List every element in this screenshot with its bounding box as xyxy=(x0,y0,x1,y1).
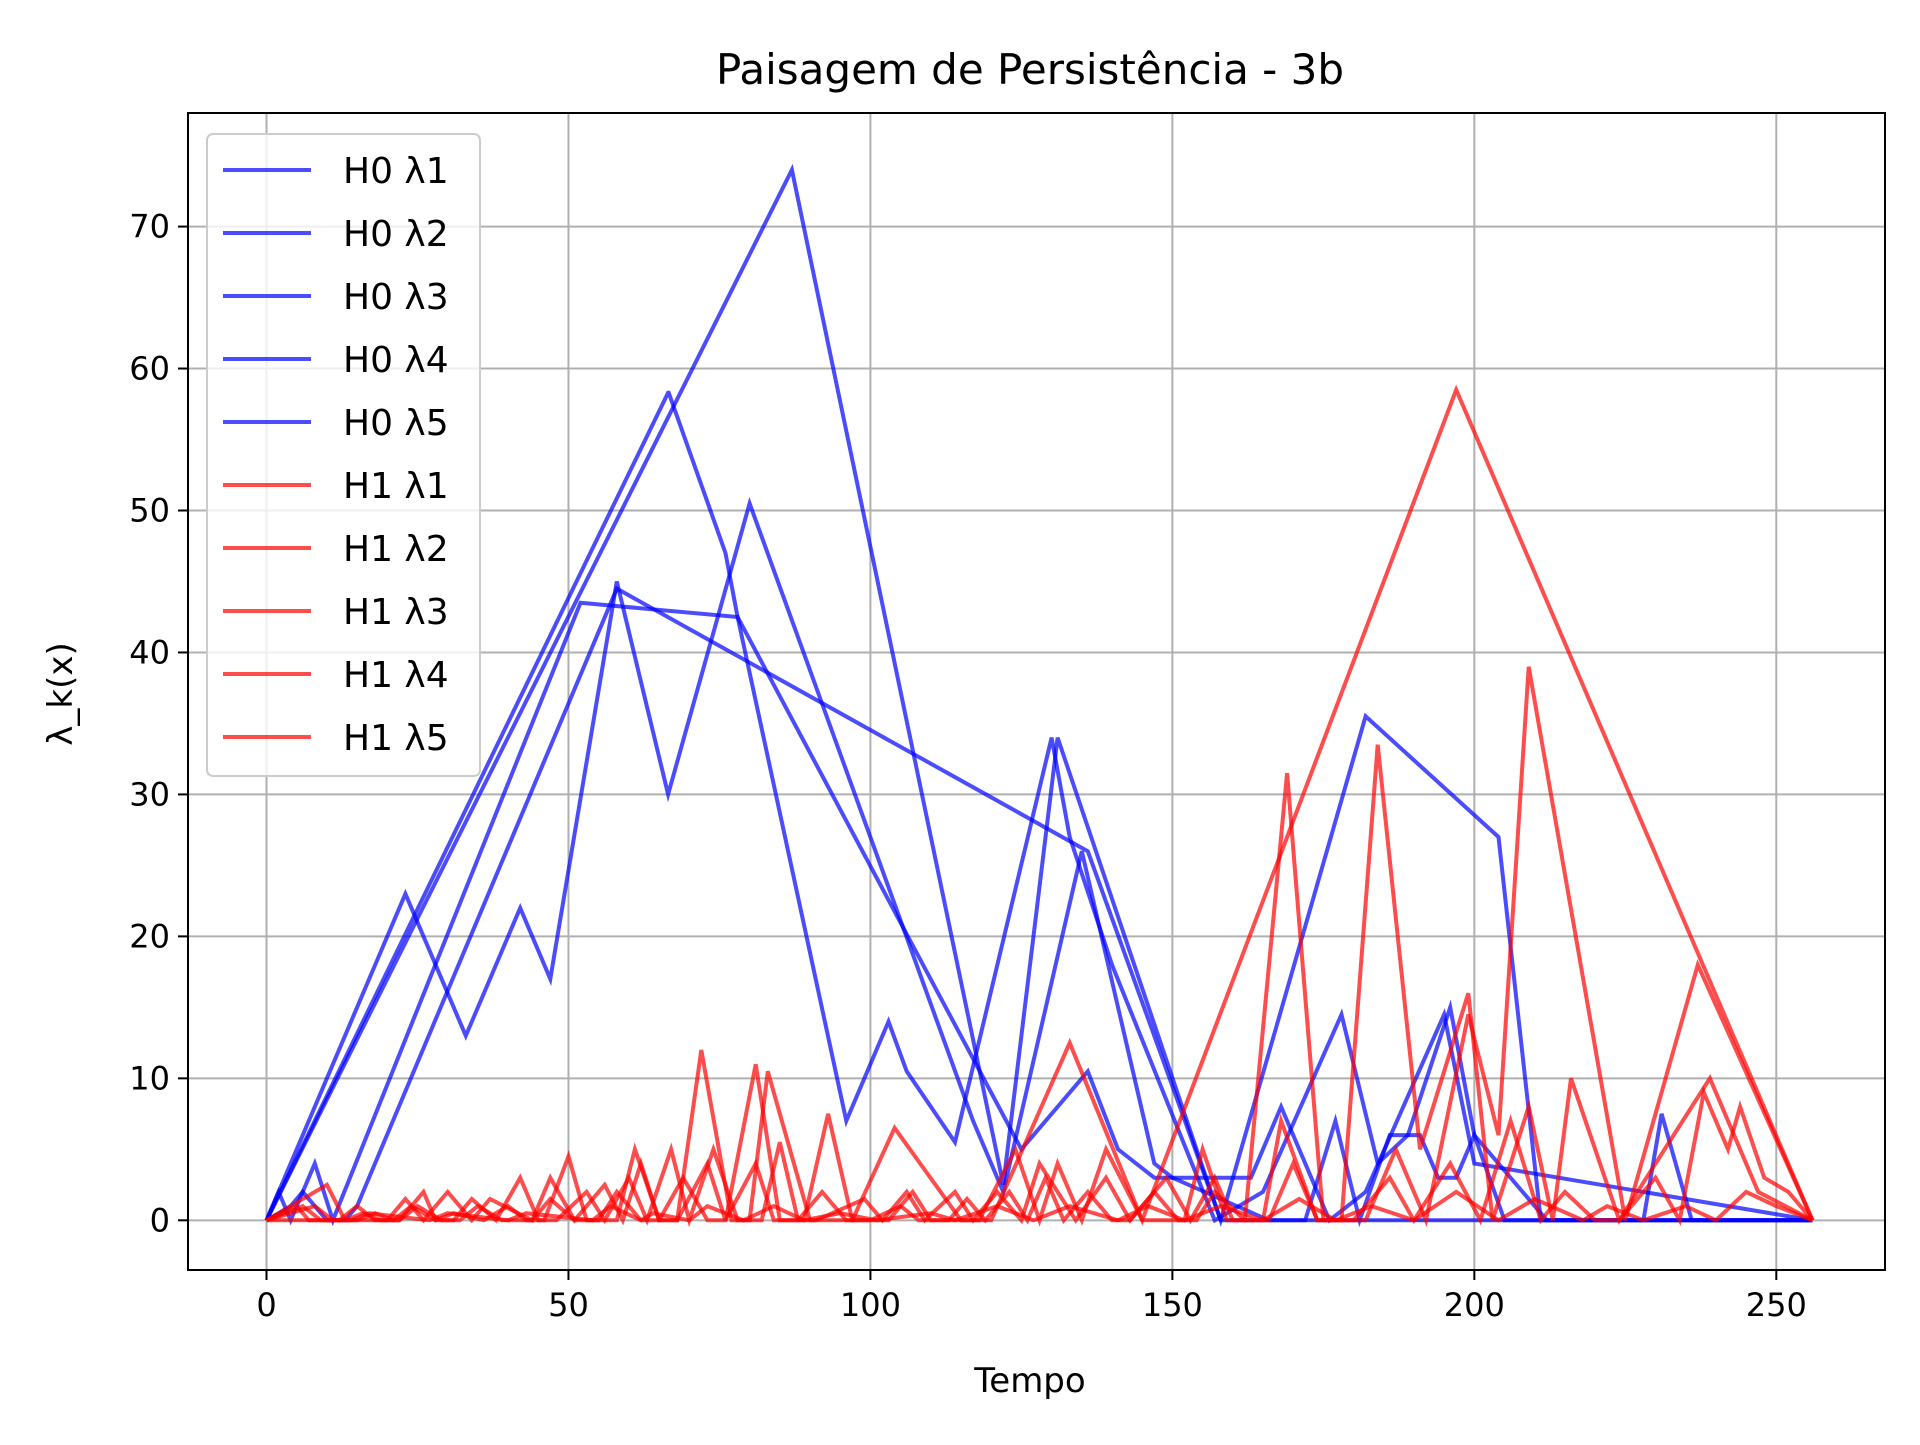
legend-label: H1 λ4 xyxy=(343,655,449,696)
y-axis-label: λ_k(x) xyxy=(41,642,81,745)
x-tick-label: 150 xyxy=(1142,1286,1203,1324)
legend-label: H0 λ2 xyxy=(343,214,449,255)
x-tick-label: 0 xyxy=(256,1286,276,1324)
y-tick-label: 20 xyxy=(129,917,170,955)
legend-label: H0 λ1 xyxy=(343,151,449,192)
legend-label: H1 λ5 xyxy=(343,718,449,759)
series-layer xyxy=(264,163,1815,1228)
y-tick-label: 50 xyxy=(129,491,170,529)
x-tick-label: 50 xyxy=(548,1286,589,1324)
x-axis-label: Tempo xyxy=(973,1361,1085,1401)
y-tick-label: 40 xyxy=(129,633,170,671)
legend-label: H0 λ3 xyxy=(343,277,449,318)
series-line-h1-λ5 xyxy=(266,1189,1814,1223)
y-tick-label: 70 xyxy=(129,208,170,246)
series-line-h0-λ4 xyxy=(264,600,1813,1227)
legend-label: H1 λ3 xyxy=(343,592,449,633)
legend-label: H1 λ2 xyxy=(343,529,449,570)
legend-label: H0 λ5 xyxy=(343,403,449,444)
y-tick-label: 60 xyxy=(129,350,170,388)
y-tick-label: 30 xyxy=(129,775,170,813)
x-tick-label: 200 xyxy=(1444,1286,1505,1324)
y-axis-ticks: 0 10 20 30 40 50 60 70 xyxy=(129,208,188,1239)
series-line-h1-λ3 xyxy=(265,744,1814,1228)
x-tick-label: 100 xyxy=(840,1286,901,1324)
plot-frame xyxy=(187,112,1886,1271)
y-tick-label: 10 xyxy=(129,1059,170,1097)
x-axis-ticks: 0 50 100 150 200 250 xyxy=(256,1270,1807,1324)
x-tick-label: 250 xyxy=(1746,1286,1807,1324)
legend: H0 λ1 H0 λ2 H0 λ3 H0 λ4 H0 λ5 H1 λ1 H1 λ2 H1 λ3… xyxy=(206,133,481,777)
legend-label: H1 λ1 xyxy=(343,466,449,507)
legend-label: H0 λ4 xyxy=(343,340,449,381)
y-tick-label: 0 xyxy=(150,1201,170,1239)
chart-title: Paisagem de Persistência - 3b xyxy=(716,45,1344,94)
